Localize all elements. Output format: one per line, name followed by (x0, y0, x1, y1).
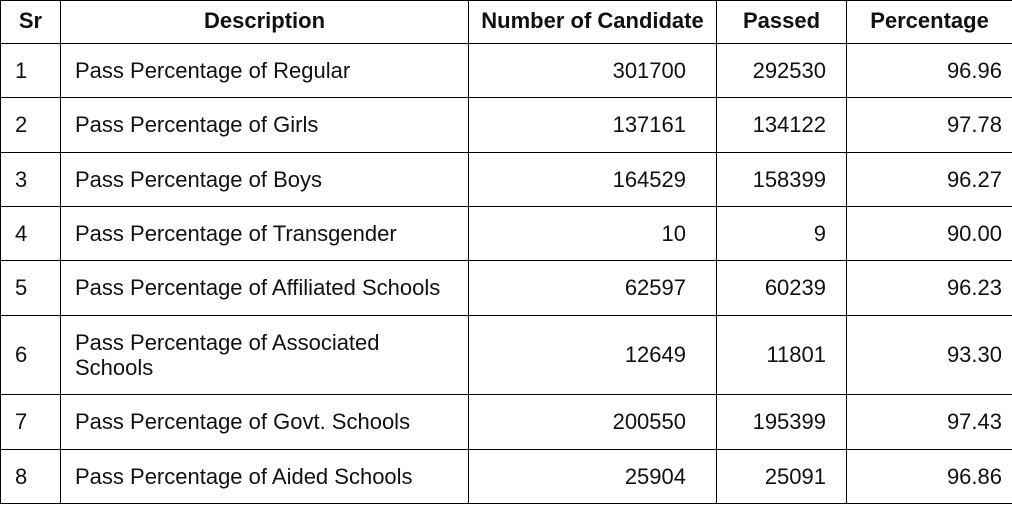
cell-passed: 292530 (717, 44, 847, 98)
table-row: 7 Pass Percentage of Govt. Schools 20055… (1, 395, 1012, 449)
cell-sr: 6 (1, 315, 61, 395)
cell-candidates: 62597 (469, 261, 717, 315)
cell-sr: 1 (1, 44, 61, 98)
cell-candidates: 164529 (469, 152, 717, 206)
pass-percentage-table: Sr Description Number of Candidate Passe… (0, 0, 1012, 504)
table-body: 1 Pass Percentage of Regular 301700 2925… (1, 44, 1012, 504)
cell-description: Pass Percentage of Regular (61, 44, 469, 98)
cell-passed: 158399 (717, 152, 847, 206)
cell-sr: 4 (1, 207, 61, 261)
table-header-row: Sr Description Number of Candidate Passe… (1, 1, 1012, 44)
cell-percentage: 96.27 (847, 152, 1012, 206)
table-row: 6 Pass Percentage of Associated Schools … (1, 315, 1012, 395)
cell-sr: 2 (1, 98, 61, 152)
cell-candidates: 10 (469, 207, 717, 261)
cell-description: Pass Percentage of Aided Schools (61, 449, 469, 503)
cell-candidates: 301700 (469, 44, 717, 98)
table-row: 8 Pass Percentage of Aided Schools 25904… (1, 449, 1012, 503)
cell-sr: 7 (1, 395, 61, 449)
cell-sr: 3 (1, 152, 61, 206)
cell-passed: 25091 (717, 449, 847, 503)
cell-candidates: 137161 (469, 98, 717, 152)
cell-description: Pass Percentage of Associated Schools (61, 315, 469, 395)
cell-percentage: 93.30 (847, 315, 1012, 395)
cell-percentage: 96.96 (847, 44, 1012, 98)
cell-description: Pass Percentage of Affiliated Schools (61, 261, 469, 315)
cell-description: Pass Percentage of Transgender (61, 207, 469, 261)
cell-percentage: 97.43 (847, 395, 1012, 449)
table-row: 4 Pass Percentage of Transgender 10 9 90… (1, 207, 1012, 261)
table-header: Sr Description Number of Candidate Passe… (1, 1, 1012, 44)
cell-percentage: 96.86 (847, 449, 1012, 503)
cell-passed: 134122 (717, 98, 847, 152)
cell-description: Pass Percentage of Govt. Schools (61, 395, 469, 449)
col-header-percentage: Percentage (847, 1, 1012, 44)
cell-sr: 8 (1, 449, 61, 503)
cell-percentage: 96.23 (847, 261, 1012, 315)
table-row: 3 Pass Percentage of Boys 164529 158399 … (1, 152, 1012, 206)
cell-description: Pass Percentage of Boys (61, 152, 469, 206)
table-row: 2 Pass Percentage of Girls 137161 134122… (1, 98, 1012, 152)
pass-percentage-table-container: Sr Description Number of Candidate Passe… (0, 0, 1012, 529)
cell-passed: 11801 (717, 315, 847, 395)
cell-candidates: 200550 (469, 395, 717, 449)
col-header-passed: Passed (717, 1, 847, 44)
cell-candidates: 12649 (469, 315, 717, 395)
cell-description: Pass Percentage of Girls (61, 98, 469, 152)
table-row: 5 Pass Percentage of Affiliated Schools … (1, 261, 1012, 315)
col-header-sr: Sr (1, 1, 61, 44)
cell-candidates: 25904 (469, 449, 717, 503)
cell-passed: 60239 (717, 261, 847, 315)
cell-sr: 5 (1, 261, 61, 315)
cell-passed: 9 (717, 207, 847, 261)
col-header-candidates: Number of Candidate (469, 1, 717, 44)
cell-percentage: 90.00 (847, 207, 1012, 261)
cell-percentage: 97.78 (847, 98, 1012, 152)
cell-passed: 195399 (717, 395, 847, 449)
col-header-description: Description (61, 1, 469, 44)
table-row: 1 Pass Percentage of Regular 301700 2925… (1, 44, 1012, 98)
